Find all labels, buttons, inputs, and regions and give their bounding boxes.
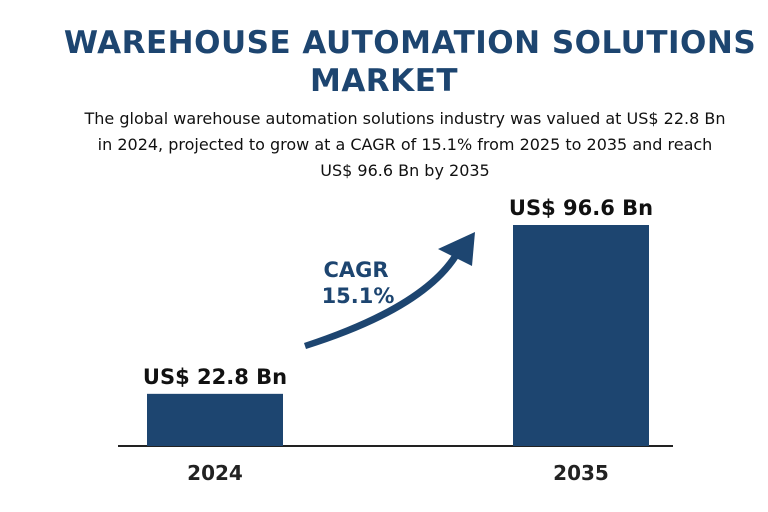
chart-subtitle: The global warehouse automation solution… <box>60 106 750 184</box>
x-tick-label-2035: 2035 <box>553 461 609 485</box>
value-label-2035: US$ 96.6 Bn <box>509 196 653 220</box>
cagr-annotation-label: CAGR <box>323 258 388 282</box>
x-tick-label-2024: 2024 <box>187 461 243 485</box>
chart-title-line-1: WAREHOUSE AUTOMATION SOLUTIONS <box>63 25 757 61</box>
value-labels-group: US$ 22.8 Bn US$ 96.6 Bn <box>143 196 653 389</box>
arrow-head-icon <box>438 232 475 266</box>
chart-title-line-2: MARKET <box>309 63 459 99</box>
bar-2035 <box>513 225 649 446</box>
subtitle-line-1: The global warehouse automation solution… <box>84 109 726 128</box>
tick-labels-group: 2024 2035 <box>187 461 609 485</box>
bars-group <box>147 225 649 446</box>
value-label-2024: US$ 22.8 Bn <box>143 365 287 389</box>
cagr-annotation-value: 15.1% <box>322 284 395 308</box>
chart-title: WAREHOUSE AUTOMATION SOLUTIONS MARKET <box>0 24 768 100</box>
subtitle-line-3: US$ 96.6 Bn by 2035 <box>320 161 490 180</box>
curved-arrow-icon <box>304 250 462 349</box>
bar-2024 <box>147 393 283 446</box>
subtitle-line-2: in 2024, projected to grow at a CAGR of … <box>97 135 713 154</box>
